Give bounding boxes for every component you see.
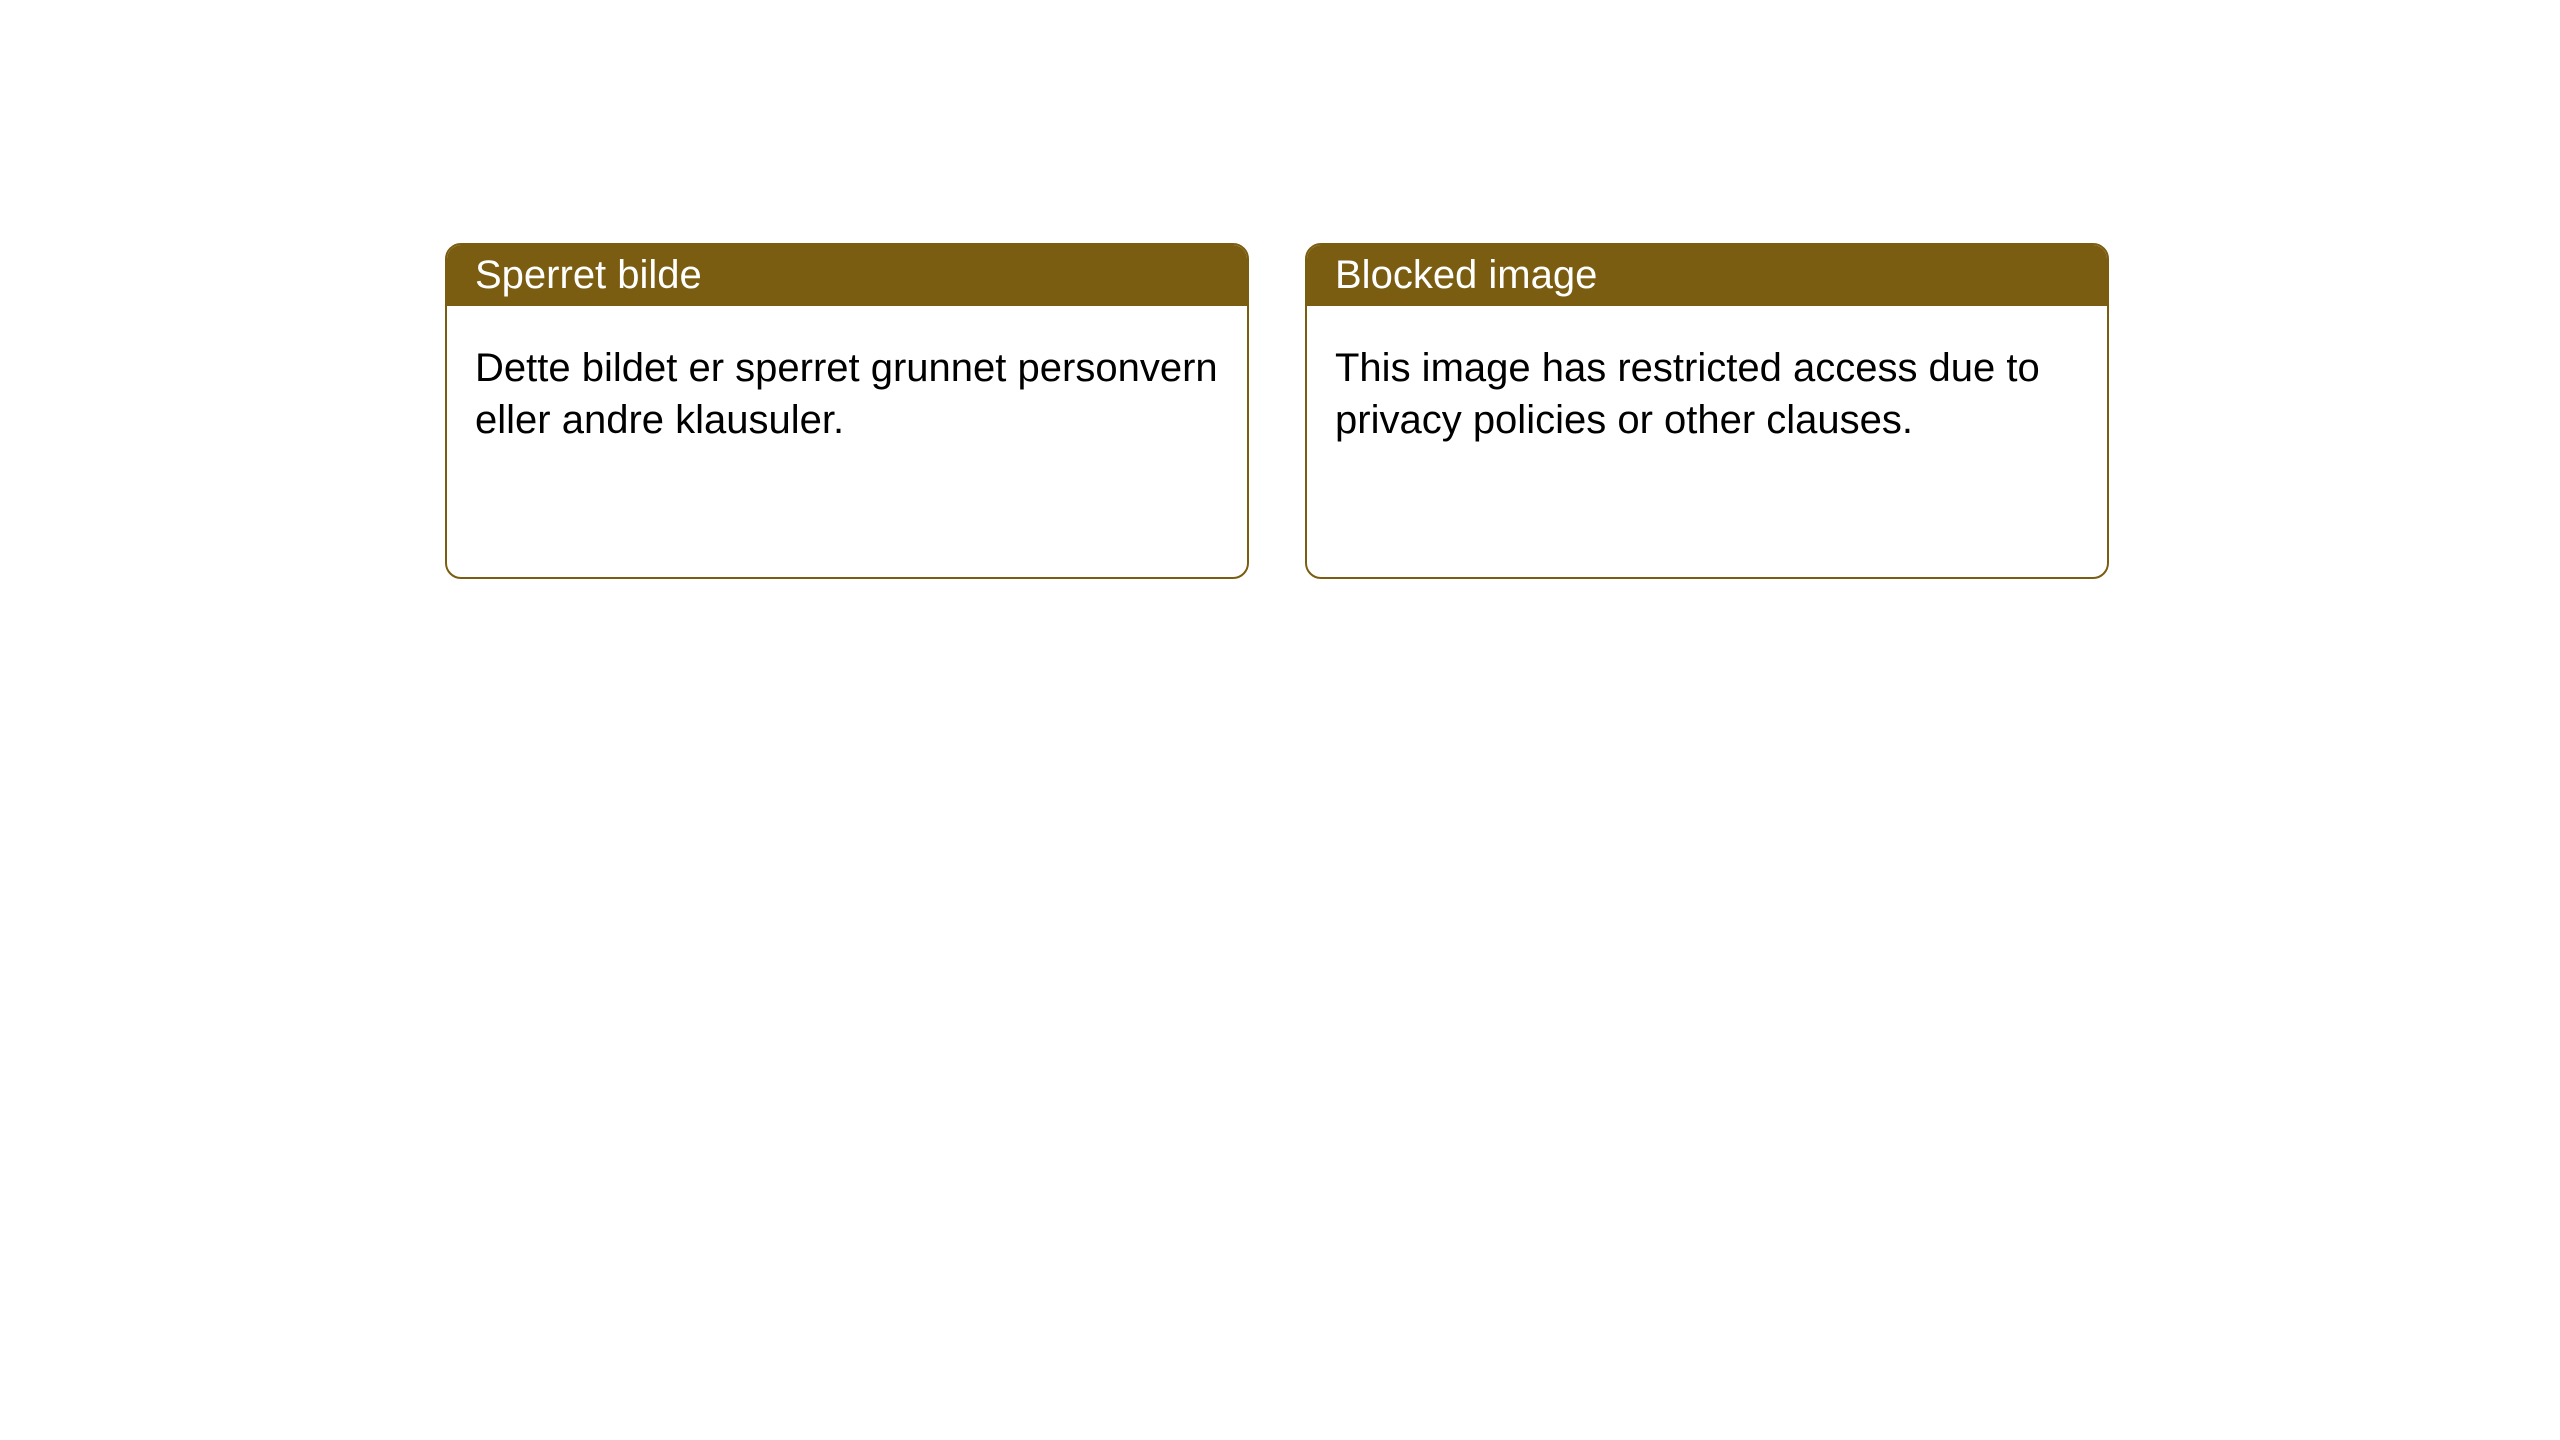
card-header: Blocked image — [1307, 245, 2107, 306]
card-body: Dette bildet er sperret grunnet personve… — [447, 306, 1247, 482]
blocked-image-card-no: Sperret bilde Dette bildet er sperret gr… — [445, 243, 1249, 579]
card-title: Blocked image — [1335, 253, 1597, 297]
card-header: Sperret bilde — [447, 245, 1247, 306]
card-body-text: Dette bildet er sperret grunnet personve… — [475, 346, 1218, 442]
card-body: This image has restricted access due to … — [1307, 306, 2107, 482]
card-title: Sperret bilde — [475, 253, 702, 297]
blocked-image-card-en: Blocked image This image has restricted … — [1305, 243, 2109, 579]
cards-container: Sperret bilde Dette bildet er sperret gr… — [0, 0, 2560, 579]
card-body-text: This image has restricted access due to … — [1335, 346, 2040, 442]
